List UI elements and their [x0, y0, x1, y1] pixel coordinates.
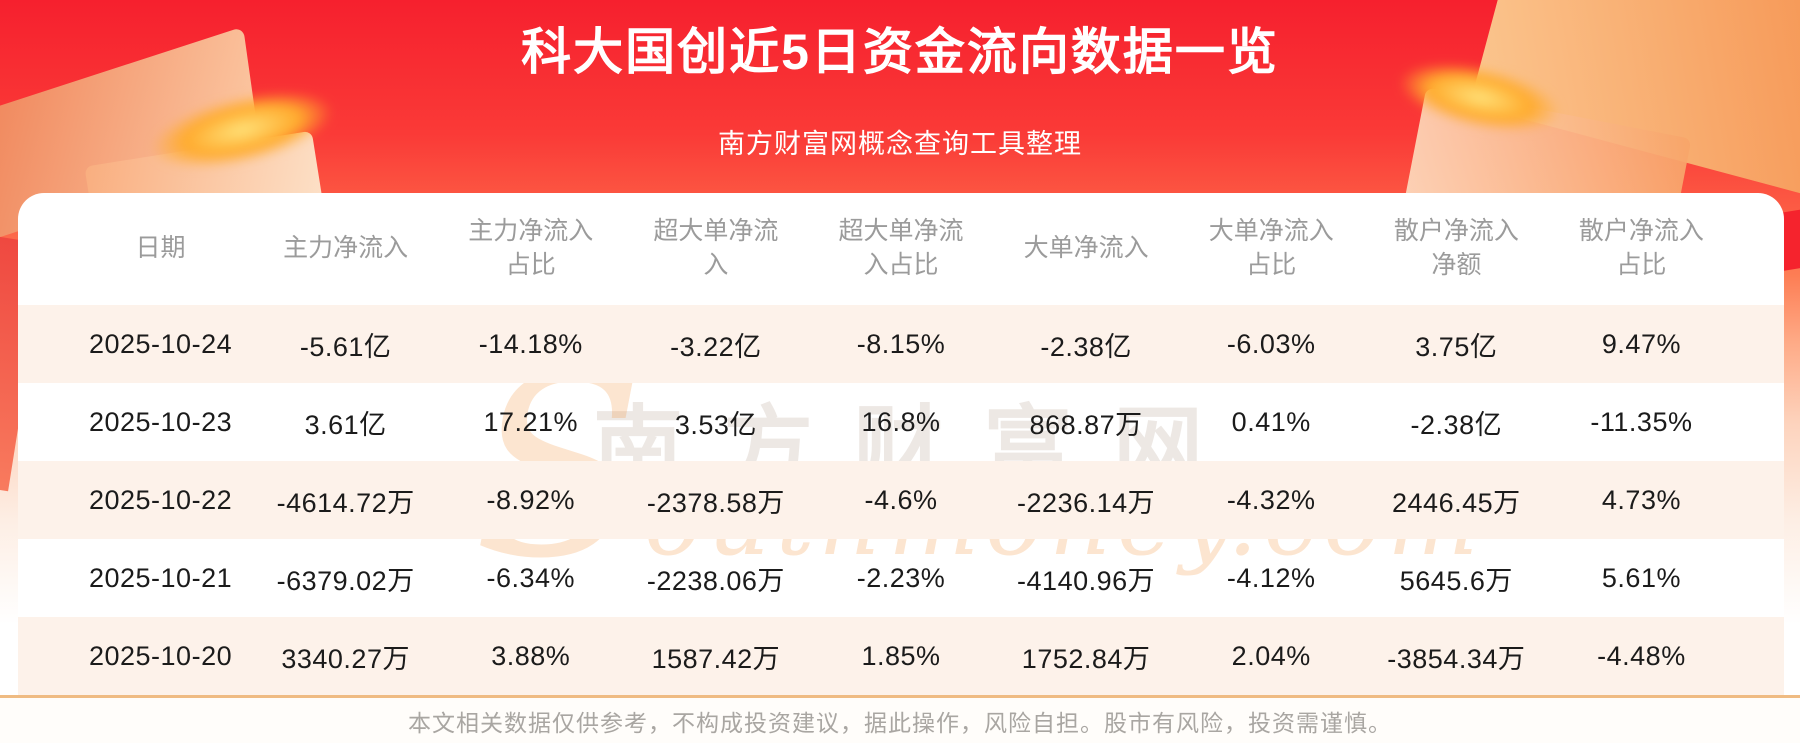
header-large-order-net-inflow-pct: 大单净流入 占比 [1208, 217, 1334, 279]
header-retail-net-inflow: 散户净流入 净额 [1393, 217, 1519, 279]
table-row: 2025-10-21 -6379.02万 -6.34% -2238.06万 -2… [18, 539, 1784, 617]
cell-main-net-inflow: 3.61亿 [304, 409, 387, 440]
page-title: 科大国创近5日资金流向数据一览 [521, 24, 1279, 80]
cell-retail-net-inflow-pct: 4.73% [1601, 484, 1681, 515]
cell-xl-order-net-inflow-pct: 16.8% [861, 406, 941, 437]
cell-retail-net-inflow-pct: 9.47% [1601, 328, 1681, 359]
cell-xl-order-net-inflow: 3.53亿 [674, 409, 757, 440]
header-main-net-inflow-pct: 主力净流入 占比 [468, 217, 594, 279]
cell-large-order-net-inflow-pct: 0.41% [1231, 406, 1311, 437]
cell-large-order-net-inflow-pct: 2.04% [1231, 640, 1311, 671]
cell-main-net-inflow: -6379.02万 [276, 565, 415, 596]
cell-large-order-net-inflow-pct: -4.32% [1226, 484, 1316, 515]
page-subtitle: 南方财富网概念查询工具整理 [718, 129, 1082, 159]
cell-main-net-inflow-pct: -6.34% [486, 562, 576, 593]
cell-xl-order-net-inflow: -2378.58万 [646, 487, 785, 518]
cell-xl-order-net-inflow: -2238.06万 [646, 565, 785, 596]
cell-main-net-inflow-pct: -14.18% [478, 328, 583, 359]
cell-retail-net-inflow: 5645.6万 [1399, 565, 1513, 596]
data-table-card: 南方财富网 S outhmoney.com 日期 主力净流入 主力净流入 占比 … [18, 193, 1784, 695]
table-row: 2025-10-23 3.61亿 17.21% 3.53亿 16.8% 868.… [18, 383, 1784, 461]
cell-retail-net-inflow-pct: -4.48% [1597, 640, 1686, 671]
header-date: 日期 [135, 234, 186, 263]
table-row: 2025-10-24 -5.61亿 -14.18% -3.22亿 -8.15% … [18, 305, 1784, 383]
cell-xl-order-net-inflow-pct: -4.6% [864, 484, 938, 515]
cell-retail-net-inflow-pct: -11.35% [1590, 406, 1693, 437]
table-row: 2025-10-20 3340.27万 3.88% 1587.42万 1.85%… [18, 617, 1784, 695]
cell-xl-order-net-inflow-pct: -8.15% [856, 328, 946, 359]
header-xl-order-net-inflow: 超大单净流 入 [653, 217, 779, 279]
header-xl-order-net-inflow-pct: 超大单净流 入占比 [838, 217, 964, 279]
separator-line [0, 695, 1800, 698]
cell-date: 2025-10-23 [88, 406, 233, 437]
cell-xl-order-net-inflow: 1587.42万 [651, 643, 781, 674]
cell-date: 2025-10-22 [88, 484, 233, 515]
table-header-row: 日期 主力净流入 主力净流入 占比 超大单净流 入 超大单净流 入占比 大单净流… [18, 193, 1784, 305]
cell-large-order-net-inflow: -2236.14万 [1017, 487, 1156, 518]
table-row: 2025-10-22 -4614.72万 -8.92% -2378.58万 -4… [18, 461, 1784, 539]
cell-main-net-inflow-pct: 17.21% [483, 406, 579, 437]
cell-retail-net-inflow-pct: 5.61% [1601, 562, 1681, 593]
cell-large-order-net-inflow: 1752.84万 [1021, 643, 1151, 674]
cell-xl-order-net-inflow-pct: 1.85% [861, 640, 941, 671]
cell-retail-net-inflow: 2446.45万 [1392, 487, 1521, 518]
cell-retail-net-inflow: -2.38亿 [1410, 409, 1503, 440]
disclaimer-text: 本文相关数据仅供参考，不构成投资建议，据此操作，风险自担。股市有风险，投资需谨慎… [408, 709, 1392, 736]
cell-main-net-inflow: -5.61亿 [299, 331, 392, 362]
cell-main-net-inflow: -4614.72万 [276, 487, 415, 518]
cell-date: 2025-10-21 [88, 562, 233, 593]
cell-large-order-net-inflow: -4140.96万 [1017, 565, 1156, 596]
cell-date: 2025-10-20 [88, 640, 233, 671]
cell-large-order-net-inflow-pct: -6.03% [1226, 328, 1316, 359]
header-retail-net-inflow-pct: 散户净流入 占比 [1578, 217, 1704, 279]
cell-main-net-inflow: 3340.27万 [281, 643, 410, 674]
header-large-order-net-inflow: 大单净流入 [1023, 234, 1149, 263]
footer-bar: 本文相关数据仅供参考，不构成投资建议，据此操作，风险自担。股市有风险，投资需谨慎… [0, 698, 1800, 743]
cell-large-order-net-inflow: 868.87万 [1029, 409, 1143, 440]
cell-retail-net-inflow: -3854.34万 [1387, 643, 1526, 674]
cell-retail-net-inflow: 3.75亿 [1415, 331, 1498, 362]
cell-date: 2025-10-24 [88, 328, 233, 359]
cell-xl-order-net-inflow: -3.22亿 [670, 331, 762, 362]
cell-large-order-net-inflow-pct: -4.12% [1226, 562, 1316, 593]
cell-xl-order-net-inflow-pct: -2.23% [856, 562, 946, 593]
cell-main-net-inflow-pct: -8.92% [486, 484, 576, 515]
header-main-net-inflow: 主力净流入 [283, 234, 409, 263]
cell-main-net-inflow-pct: 3.88% [491, 640, 571, 671]
cell-large-order-net-inflow: -2.38亿 [1040, 331, 1132, 362]
